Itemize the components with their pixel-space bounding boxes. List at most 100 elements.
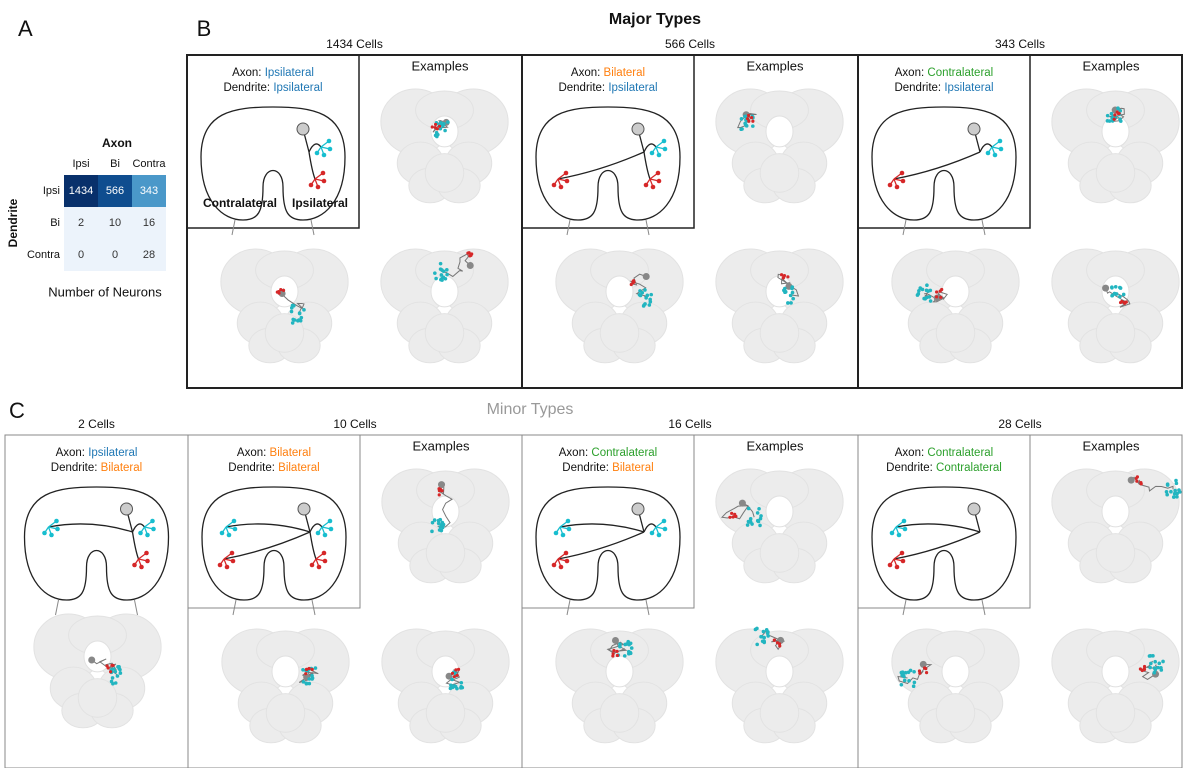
heatmap-caption: Number of Neurons xyxy=(48,284,162,299)
brain-example xyxy=(381,249,508,363)
cell-value: 10 xyxy=(109,217,121,229)
schematic-label: Dendrite: Bilateral xyxy=(562,462,653,474)
dendrite-dot xyxy=(1173,492,1177,496)
dendrite-dot xyxy=(627,652,631,656)
cell-value: 1434 xyxy=(69,185,93,197)
brain-example xyxy=(382,469,509,583)
axon-dot xyxy=(1125,300,1128,303)
dendrite-dot xyxy=(789,301,793,305)
dendrite-dot xyxy=(1149,654,1153,658)
dendrite-dot xyxy=(926,289,930,293)
dendrite-dot xyxy=(1110,112,1114,116)
dendrite-dot xyxy=(450,678,454,682)
axon-dot xyxy=(935,295,938,298)
dendrite-dot xyxy=(925,283,929,287)
label-value: Bilateral xyxy=(101,462,143,474)
dendrite-dot xyxy=(916,293,920,297)
row-axis-title: Dendrite xyxy=(6,198,20,247)
column-label: Contra xyxy=(132,158,166,170)
neurite xyxy=(560,524,644,532)
axon-dot xyxy=(615,650,618,653)
branch-tip xyxy=(49,533,54,538)
branch-tip xyxy=(650,531,655,536)
dendrite-dot xyxy=(762,630,766,634)
axon-dot xyxy=(438,489,441,492)
row-label: Bi xyxy=(50,217,60,229)
brain-example xyxy=(716,249,843,363)
dendrite-dot xyxy=(1114,285,1118,289)
brain-outline xyxy=(872,107,1016,220)
branch-tip xyxy=(662,519,667,524)
cell-value: 343 xyxy=(140,185,158,197)
dendrite-dot xyxy=(119,671,123,675)
dendrite-dot xyxy=(1106,114,1110,118)
branch-tip xyxy=(897,533,902,538)
branch-tip xyxy=(138,531,143,536)
brain-example xyxy=(382,629,509,743)
dendrite-dot xyxy=(913,681,917,685)
label-prefix: Axon: xyxy=(56,447,85,459)
dendrite-dot xyxy=(790,287,794,291)
soma xyxy=(1102,285,1109,292)
axon-dot xyxy=(925,671,928,674)
brain-example xyxy=(1052,629,1179,743)
branch-tip xyxy=(888,183,893,188)
dendrite-dot xyxy=(1110,285,1114,289)
dendrite-dot xyxy=(757,520,761,524)
dendrite-dot xyxy=(451,686,455,690)
schematic-label: Dendrite: Ipsilateral xyxy=(558,82,657,94)
dendrite-dot xyxy=(111,676,115,680)
dendrite-dot xyxy=(111,682,115,686)
dendrite-dot xyxy=(765,628,769,632)
brain-stem xyxy=(135,600,138,615)
dendrite-dot xyxy=(291,304,295,308)
brain-outline xyxy=(536,487,680,600)
axon-dot xyxy=(110,664,113,667)
branch-tip xyxy=(565,179,570,184)
dendrite-dot xyxy=(1157,662,1161,666)
brain-outline xyxy=(536,107,680,220)
dendrite-dot xyxy=(789,294,793,298)
axon-dot xyxy=(455,674,458,677)
panel-label: B xyxy=(197,16,212,41)
axon-dot xyxy=(454,668,457,671)
dendrite-dot xyxy=(436,133,440,137)
column-label: Bi xyxy=(110,158,120,170)
axon-dot xyxy=(611,654,614,657)
panel-title: Major Types xyxy=(609,11,701,28)
branch-tip xyxy=(554,531,559,536)
label-prefix: Dendrite: xyxy=(228,462,275,474)
branch-tip xyxy=(151,527,156,532)
examples-title: Examples xyxy=(1082,58,1140,73)
dendrite-dot xyxy=(1174,479,1178,483)
branch-tip xyxy=(225,565,230,570)
branch-tip xyxy=(323,533,328,538)
brain-example xyxy=(892,629,1019,743)
axon-dot xyxy=(776,641,779,644)
axon-dot xyxy=(773,638,776,641)
dendrite-dot xyxy=(431,521,435,525)
branch-tip xyxy=(662,139,667,144)
branch-tip xyxy=(903,527,908,532)
label-prefix: Dendrite: xyxy=(223,82,270,94)
dendrite-dot xyxy=(921,288,925,292)
examples-title: Examples xyxy=(411,58,469,73)
column-label: Ipsi xyxy=(72,158,89,170)
panel-label: C xyxy=(9,398,25,423)
label-prefix: Axon: xyxy=(559,447,588,459)
dendrite-dot xyxy=(757,507,761,511)
brain-example xyxy=(221,249,348,363)
axon-dot xyxy=(750,116,753,119)
branch-tip xyxy=(902,519,907,524)
cell-value: 0 xyxy=(112,249,118,261)
dendrite-dot xyxy=(745,124,749,128)
soma xyxy=(438,481,445,488)
soma xyxy=(467,262,474,269)
dendrite-dot xyxy=(1118,286,1122,290)
dendrite-dot xyxy=(923,297,927,301)
dendrite-dot xyxy=(445,268,449,272)
branch-tip xyxy=(993,153,998,158)
axon-dot xyxy=(939,290,942,293)
branch-tip xyxy=(650,151,655,156)
dendrite-dot xyxy=(648,298,652,302)
